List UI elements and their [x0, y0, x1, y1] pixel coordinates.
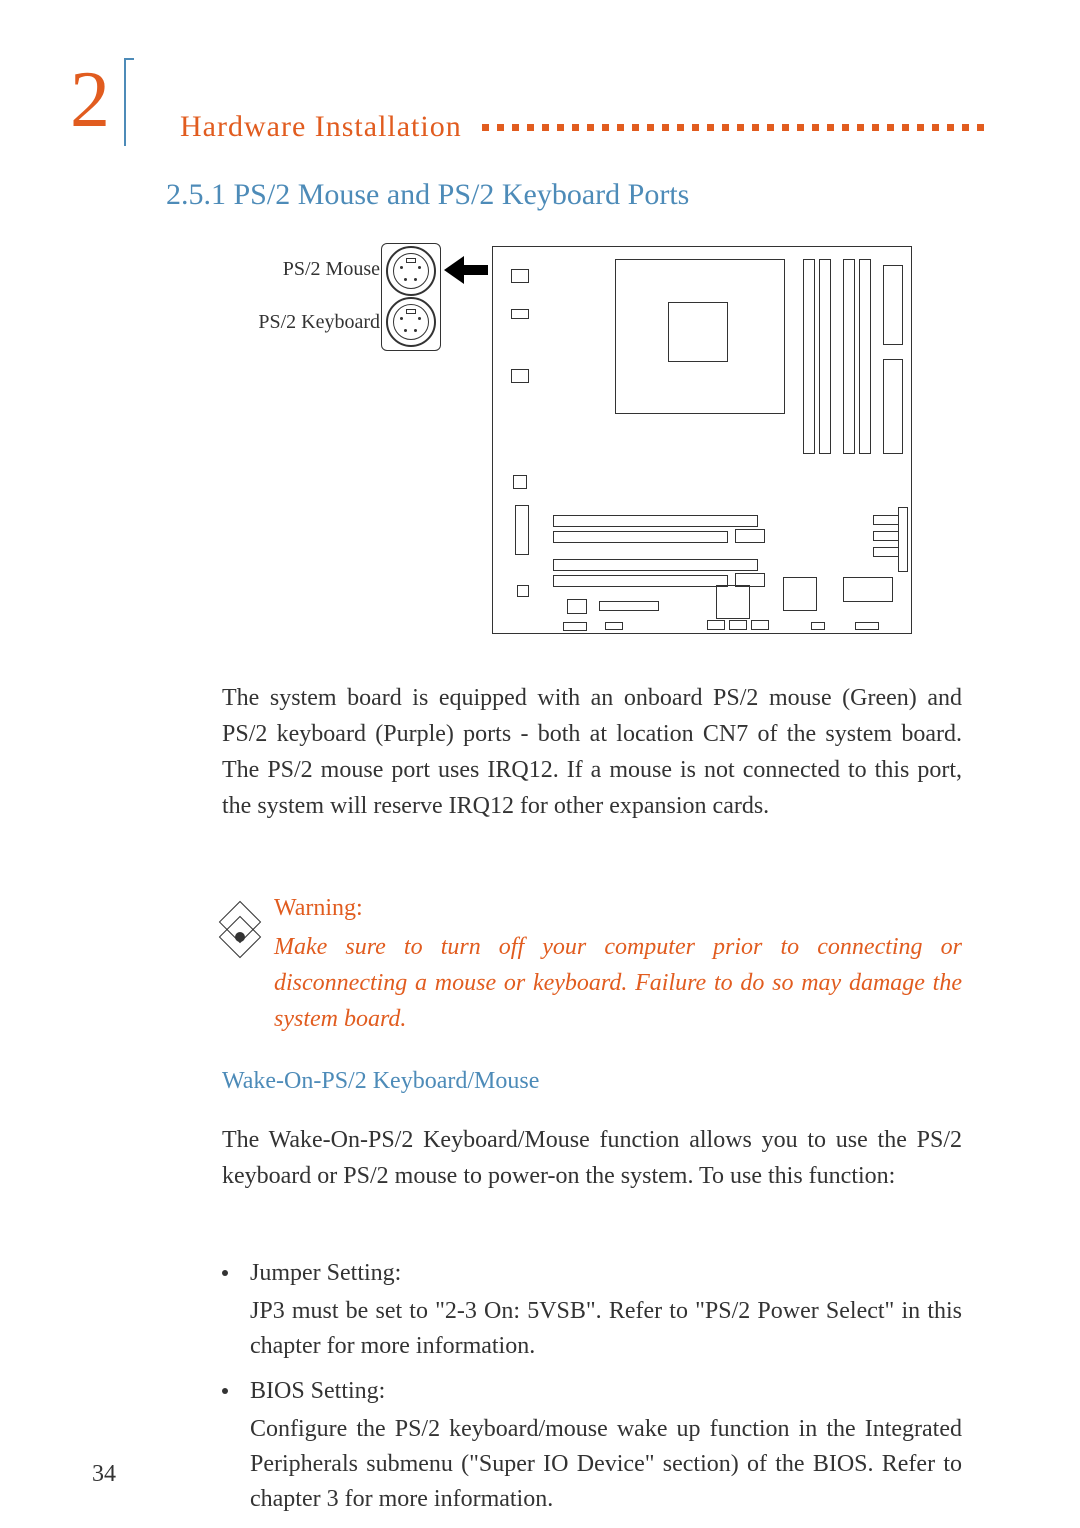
bios-setting-title: BIOS Setting: [250, 1378, 385, 1405]
warning-body: Make sure to turn off your computer prio… [274, 929, 962, 1037]
warning-icon [218, 900, 262, 944]
intro-paragraph: The system board is equipped with an onb… [222, 680, 962, 824]
header-dots [482, 124, 984, 131]
ps2-keyboard-port-icon [386, 297, 436, 347]
ps2-mouse-label: PS/2 Mouse [283, 258, 380, 281]
ps2-mouse-port-icon [386, 246, 436, 296]
motherboard-diagram: PS/2 Mouse PS/2 Keyboard [230, 243, 910, 638]
arrow-indicator-icon [448, 261, 488, 281]
bios-setting-body: Configure the PS/2 keyboard/mouse wake u… [250, 1412, 962, 1516]
ps2-port-stack [386, 246, 444, 348]
jumper-setting-body: JP3 must be set to "2-3 On: 5VSB". Refer… [250, 1294, 962, 1364]
wake-intro-paragraph: The Wake-On-PS/2 Keyboard/Mouse function… [222, 1122, 962, 1194]
chapter-number: 2 [70, 60, 110, 140]
page-number: 34 [92, 1461, 116, 1488]
jumper-setting-title: Jumper Setting: [250, 1260, 401, 1287]
bullet-icon [222, 1388, 228, 1394]
warning-title: Warning: [274, 895, 363, 922]
ps2-keyboard-label: PS/2 Keyboard [258, 311, 380, 334]
wake-on-ps2-title: Wake-On-PS/2 Keyboard/Mouse [222, 1068, 539, 1095]
section-header: Hardware Installation [180, 110, 462, 144]
motherboard-outline [492, 246, 912, 634]
chapter-box-decoration [124, 58, 134, 146]
bullet-icon [222, 1270, 228, 1276]
subsection-title: 2.5.1 PS/2 Mouse and PS/2 Keyboard Ports [166, 178, 689, 212]
